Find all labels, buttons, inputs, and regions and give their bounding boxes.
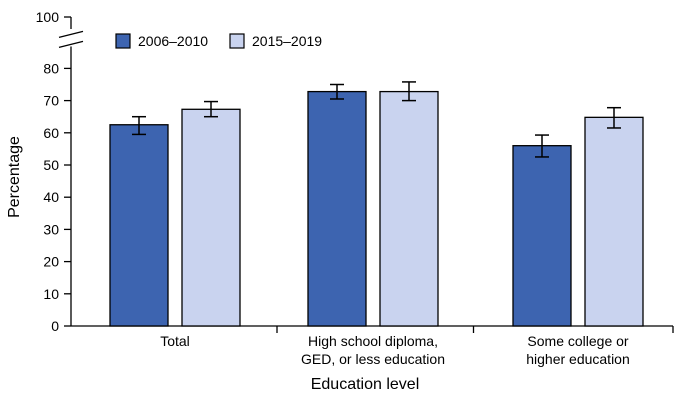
bar [307, 90, 367, 327]
y-tick-label: 100 [36, 9, 60, 25]
legend-label: 2015–2019 [252, 33, 322, 49]
y-tick-label: 40 [43, 189, 59, 205]
x-tick-label: GED, or less education [301, 351, 445, 367]
y-tick-label: 70 [43, 93, 59, 109]
y-tick-label: 50 [43, 157, 59, 173]
x-tick-label: High school diploma, [308, 333, 438, 349]
y-axis-label: Percentage [6, 136, 23, 218]
x-axis-label: Education level [311, 376, 420, 393]
y-tick-label: 0 [51, 318, 59, 334]
axis-break-mark [58, 30, 84, 39]
bar [181, 108, 241, 327]
legend-swatch [229, 33, 245, 49]
legend-swatch [115, 33, 131, 49]
legend-label: 2006–2010 [138, 33, 208, 49]
y-tick-label: 30 [43, 221, 59, 237]
legend: 2006–2010 2015–2019 [115, 33, 322, 49]
bar [512, 145, 572, 327]
y-tick-label: 10 [43, 286, 59, 302]
axis-break-mark [58, 40, 84, 49]
bar [109, 124, 169, 327]
y-tick-label: 80 [43, 60, 59, 76]
y-tick-label: 20 [43, 254, 59, 270]
bar [379, 90, 439, 327]
y-tick-label: 60 [43, 125, 59, 141]
x-tick-label: Some college or [527, 333, 629, 349]
plot-area: 0 10 20 30 40 50 60 70 80 100 Total High school dip… [36, 9, 674, 367]
x-tick-label: higher education [526, 351, 630, 367]
x-tick-label: Total [160, 333, 190, 349]
bar [584, 116, 644, 327]
